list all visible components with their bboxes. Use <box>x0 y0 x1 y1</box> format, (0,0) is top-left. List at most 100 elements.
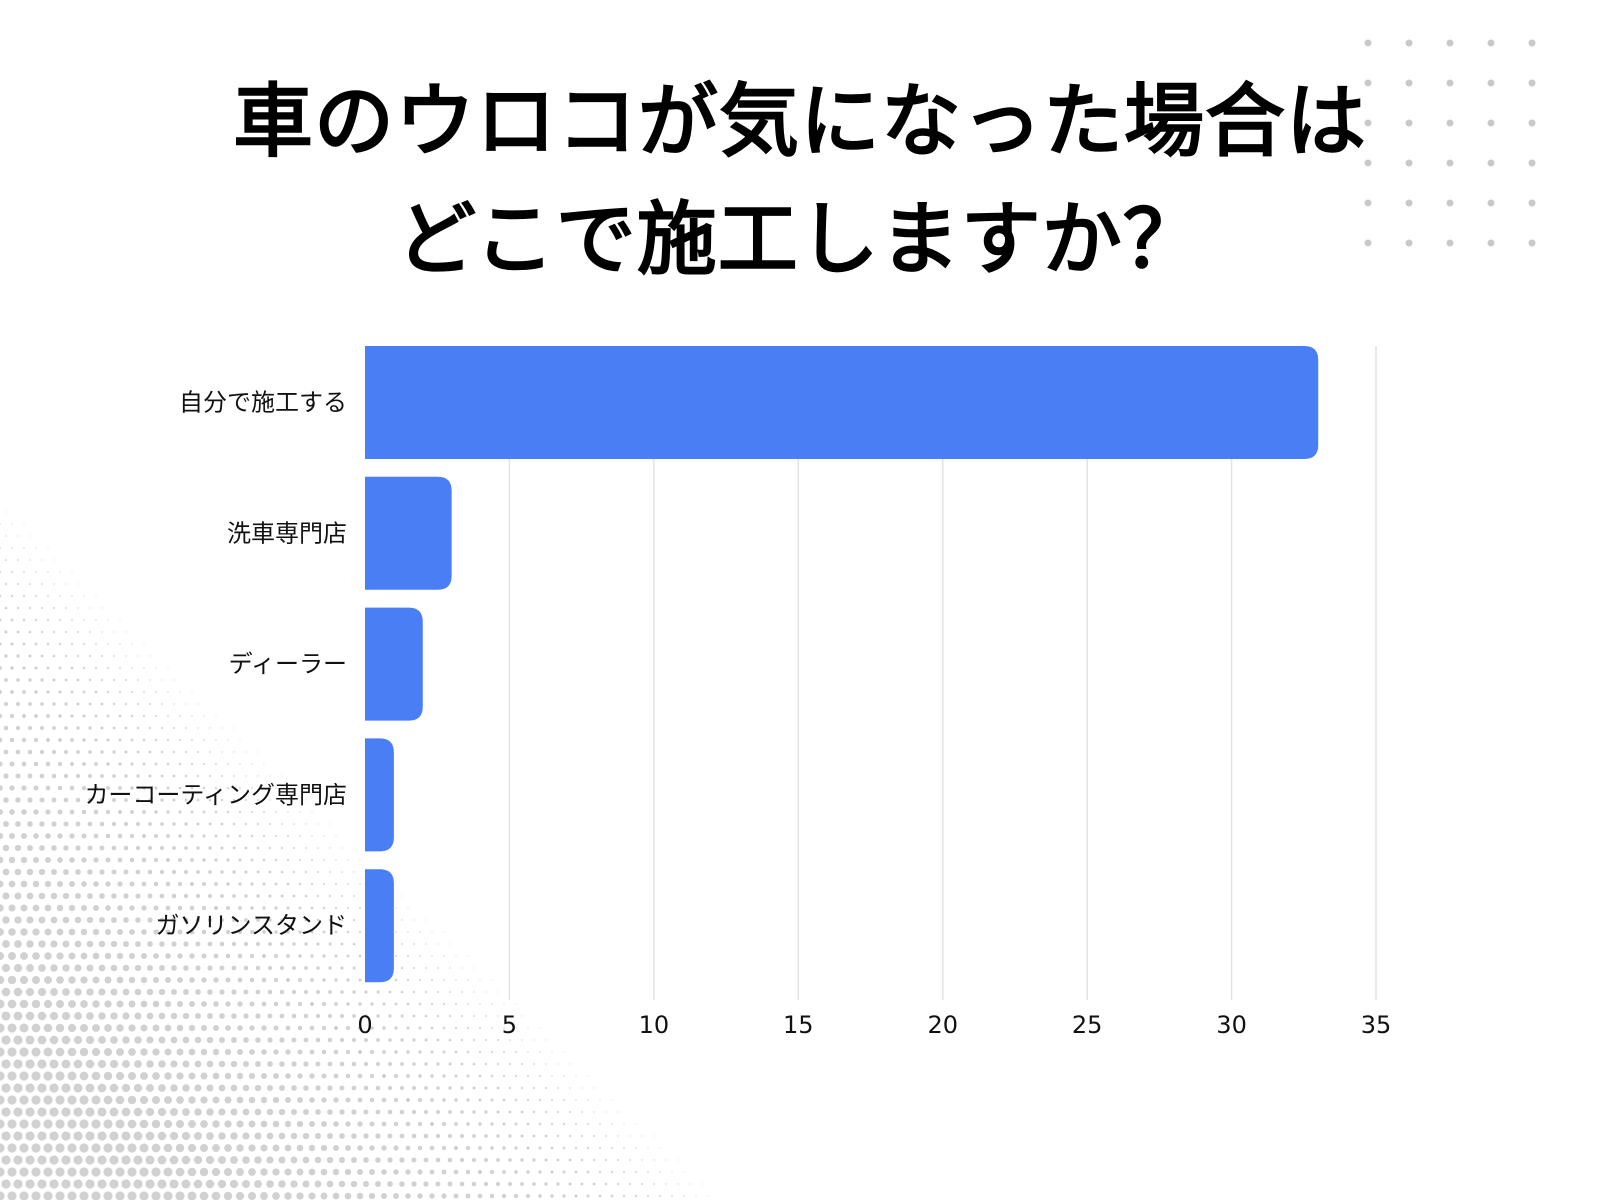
halftone-dot <box>165 857 171 863</box>
halftone-dot <box>10 690 14 694</box>
halftone-dot <box>479 979 481 981</box>
halftone-dot <box>2 844 10 852</box>
halftone-dot <box>225 977 231 983</box>
halftone-dot <box>185 703 187 705</box>
halftone-dot <box>130 738 134 742</box>
halftone-dot <box>219 989 225 995</box>
halftone-dot <box>368 1192 376 1200</box>
halftone-dot <box>67 1047 77 1057</box>
halftone-dot <box>231 941 237 947</box>
halftone-dot <box>137 655 139 657</box>
halftone-dot <box>418 978 422 982</box>
halftone-dot <box>539 1051 541 1053</box>
halftone-dot <box>177 977 183 983</box>
halftone-dot <box>147 941 153 947</box>
halftone-dot <box>57 761 63 767</box>
halftone-dot <box>328 942 332 946</box>
halftone-dot <box>147 893 153 899</box>
halftone-dot <box>157 1179 167 1189</box>
halftone-dot <box>73 1059 83 1069</box>
halftone-dot <box>159 869 165 875</box>
halftone-dot <box>562 1194 566 1198</box>
halftone-dot <box>145 1131 155 1141</box>
halftone-dot <box>62 916 70 924</box>
halftone-dot <box>285 1001 291 1007</box>
halftone-dot <box>176 1072 184 1080</box>
halftone-dot <box>97 1083 107 1093</box>
halftone-dot <box>465 1193 471 1199</box>
halftone-dot <box>16 630 20 634</box>
halftone-dot <box>628 1182 632 1186</box>
halftone-dot <box>5 511 7 513</box>
halftone-dot <box>63 797 69 803</box>
halftone-dot <box>297 1001 303 1007</box>
chart-title-line-2: どこで施工しますか？ <box>396 193 1204 286</box>
halftone-dot <box>610 1170 614 1174</box>
halftone-dot <box>3 749 9 755</box>
halftone-dot <box>473 991 475 993</box>
halftone-dot <box>273 977 279 983</box>
halftone-dot <box>37 1083 47 1093</box>
halftone-dot <box>177 953 183 959</box>
halftone-dot <box>56 880 64 888</box>
halftone-dot <box>509 1039 511 1041</box>
halftone-dot <box>395 931 397 933</box>
halftone-dot <box>5 559 7 561</box>
halftone-dot <box>79 1071 89 1081</box>
halftone-dot <box>623 1147 625 1149</box>
halftone-dot <box>28 654 32 658</box>
halftone-dot <box>334 978 338 982</box>
halftone-dot <box>148 750 152 754</box>
halftone-dot <box>393 1193 399 1199</box>
halftone-dot <box>10 642 14 646</box>
halftone-dot <box>490 1122 494 1126</box>
halftone-dot <box>43 1071 53 1081</box>
halftone-dot <box>97 1131 107 1141</box>
halftone-dot <box>447 1133 453 1139</box>
halftone-dot <box>71 571 73 573</box>
halftone-dot <box>442 1074 446 1078</box>
halftone-dot <box>16 654 20 658</box>
halftone-dot <box>484 1038 488 1042</box>
halftone-dot <box>64 630 68 634</box>
halftone-dot <box>274 906 278 910</box>
halftone-dot <box>20 928 28 936</box>
decor-dot <box>1528 159 1536 167</box>
halftone-dot <box>34 642 38 646</box>
halftone-dot <box>139 1191 149 1200</box>
halftone-dot <box>399 1157 405 1163</box>
halftone-dot <box>41 583 43 585</box>
halftone-dot <box>44 928 52 936</box>
halftone-dot <box>64 654 68 658</box>
halftone-dot <box>244 894 248 898</box>
halftone-dot <box>539 1027 541 1029</box>
halftone-dot <box>225 953 231 959</box>
halftone-dot <box>311 859 313 861</box>
halftone-dot <box>208 798 212 802</box>
halftone-dot <box>44 952 52 960</box>
halftone-dot <box>453 1193 459 1199</box>
halftone-dot <box>15 821 21 827</box>
halftone-dot <box>327 1133 333 1139</box>
halftone-dot <box>352 918 356 922</box>
halftone-dot <box>112 726 116 730</box>
halftone-dot <box>0 1071 5 1081</box>
halftone-dot <box>435 1157 441 1163</box>
halftone-dot <box>509 1015 511 1017</box>
halftone-dot <box>478 1122 482 1126</box>
halftone-dot <box>461 967 463 969</box>
halftone-dot <box>74 1012 82 1020</box>
halftone-dot <box>40 654 44 658</box>
halftone-dot <box>268 942 272 946</box>
halftone-dot <box>82 738 86 742</box>
halftone-dot <box>40 630 44 634</box>
halftone-dot <box>230 1060 238 1068</box>
halftone-dot <box>184 750 188 754</box>
halftone-dot <box>202 834 206 838</box>
halftone-dot <box>286 858 290 862</box>
halftone-dot <box>435 1181 441 1187</box>
halftone-dot <box>381 1073 387 1079</box>
halftone-dot <box>287 835 289 837</box>
halftone-dot <box>39 845 45 851</box>
halftone-dot <box>314 1132 322 1140</box>
